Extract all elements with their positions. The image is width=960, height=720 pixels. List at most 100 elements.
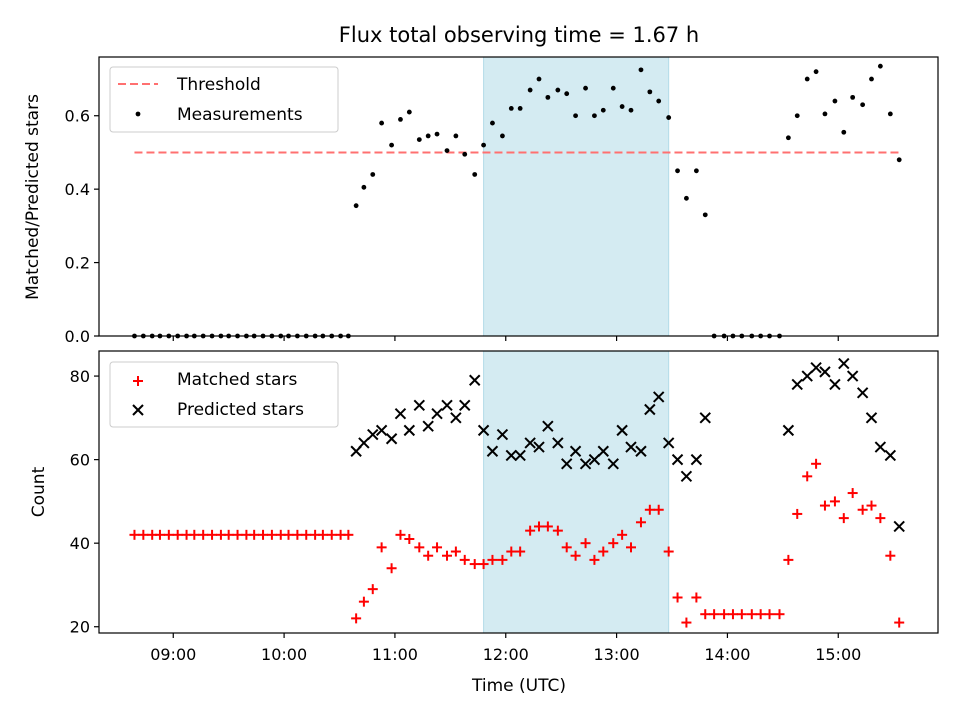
matched-star-point (875, 513, 886, 524)
matched-star-point (819, 500, 830, 511)
predicted-star-point (375, 424, 388, 437)
legend-matched-swatch (133, 376, 143, 386)
matched-star-point (552, 525, 563, 536)
legend-predicted-label: Predicted stars (177, 400, 304, 420)
predicted-star-point (690, 453, 703, 466)
predicted-star-point (486, 445, 499, 457)
predicted-star-stroke-b (469, 374, 481, 386)
measurement-point (361, 184, 367, 190)
matched-star-point (783, 554, 794, 565)
predicted-star-stroke-b (569, 445, 582, 457)
measurement-point (536, 76, 542, 82)
measurement-point (564, 91, 570, 97)
legend-predicted-swatch (132, 404, 144, 416)
measurement-point (647, 89, 653, 95)
matched-star-point (343, 529, 354, 540)
predicted-star-stroke-b (690, 453, 703, 466)
matched-star-point (681, 617, 692, 628)
highlight-band (483, 350, 670, 634)
matched-star-point (469, 559, 480, 570)
predicted-star-stroke-b (441, 399, 453, 412)
matched-star-point (691, 592, 702, 603)
legend-matched-label: Matched stars (177, 370, 297, 390)
matched-star-point (894, 617, 905, 628)
matched-star-point (589, 554, 600, 565)
predicted-star-point (588, 453, 601, 466)
predicted-star-stroke-b (588, 453, 601, 466)
matched-star-point (700, 609, 711, 620)
predicted-star-point (838, 357, 850, 370)
predicted-star-point (597, 445, 609, 457)
predicted-star-point (893, 520, 905, 533)
predicted-star-stroke-b (699, 412, 711, 424)
matched-star-point (154, 529, 165, 540)
predicted-star-stroke-b (524, 437, 536, 449)
matched-star-point (644, 504, 655, 515)
measurement-point (555, 87, 561, 93)
measurement-point (656, 98, 662, 104)
matched-star-point (653, 504, 664, 515)
predicted-star-stroke-b (533, 441, 545, 453)
measurement-point (462, 151, 468, 157)
bottom-legend: Matched stars Predicted stars (109, 361, 339, 428)
predicted-star-point (829, 378, 841, 391)
measurement-point (896, 157, 902, 163)
measurement-point (841, 129, 847, 135)
predicted-star-stroke-b (607, 458, 619, 470)
legend-measurements-swatch (135, 111, 141, 117)
predicted-star-point (874, 441, 887, 453)
matched-star-point (764, 609, 775, 620)
predicted-star-point (422, 420, 434, 432)
y-tick-label: 40 (70, 534, 90, 553)
predicted-star-point (846, 370, 859, 382)
matched-star-point (580, 538, 591, 549)
matched-star-point (534, 521, 545, 532)
matched-star-point (598, 546, 609, 557)
predicted-star-stroke-b (801, 370, 813, 382)
predicted-star-point (367, 428, 379, 441)
predicted-star-stroke-b (394, 407, 407, 420)
top-panel: Flux total observing time = 1.67 h 0.0 0.… (23, 23, 939, 346)
matched-star-point (811, 458, 822, 469)
predicted-star-point (579, 458, 592, 470)
matched-star-point (376, 542, 387, 553)
measurement-point (887, 111, 893, 117)
measurement-point (813, 69, 819, 75)
legend-threshold-label: Threshold (176, 75, 261, 95)
matched-star-point (672, 592, 683, 603)
predicted-star-stroke-b (671, 453, 684, 466)
matched-star-point (163, 529, 174, 540)
predicted-star-point (394, 407, 407, 420)
measurement-point (666, 115, 672, 120)
measurement-point (406, 109, 412, 115)
predicted-star-stroke-b (635, 445, 647, 457)
matched-star-point (442, 550, 453, 561)
predicted-star-point (459, 399, 471, 412)
y-tick-label: 60 (70, 451, 90, 470)
predicted-star-point (450, 412, 462, 424)
matched-star-point (525, 525, 536, 536)
predicted-star-point (635, 445, 647, 457)
matched-star-point (266, 529, 277, 540)
predicted-star-stroke-b (542, 420, 554, 432)
predicted-star-stroke-b (486, 445, 499, 457)
matched-star-point (258, 529, 269, 540)
matched-star-point (138, 529, 149, 540)
predicted-star-stroke-b (680, 470, 693, 483)
predicted-star-stroke-b (403, 424, 416, 437)
measurement-point (398, 117, 403, 122)
predicted-star-stroke-b (431, 407, 443, 420)
matched-star-point (561, 542, 572, 553)
measurement-point (425, 133, 431, 139)
x-tick-label: 10:00 (261, 645, 307, 664)
top-y-axis-label: Matched/Predicted stars (23, 94, 43, 300)
predicted-star-point (782, 424, 795, 437)
measurement-point (370, 172, 376, 177)
predicted-star-point (514, 449, 526, 462)
predicted-star-point (552, 437, 564, 449)
bottom-y-axis-label: Count (29, 466, 49, 517)
x-tick-label: 14:00 (704, 645, 750, 664)
measurement-point (693, 168, 699, 174)
predicted-star-point (542, 420, 554, 432)
matched-star-point (223, 529, 234, 540)
